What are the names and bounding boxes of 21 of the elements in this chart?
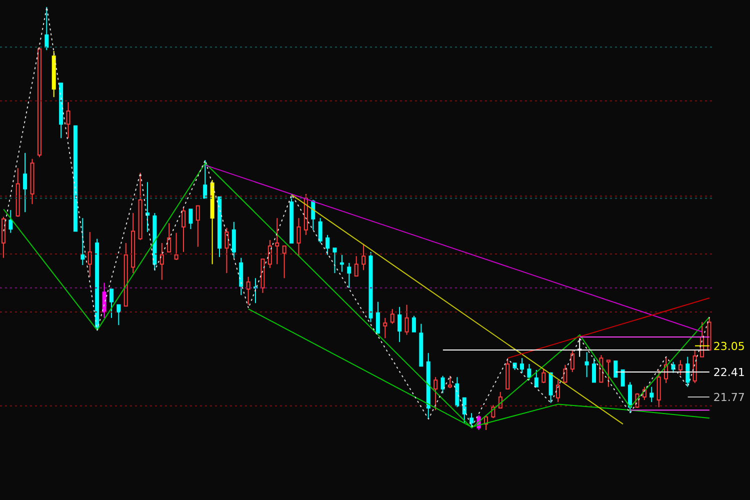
candlestick bbox=[80, 218, 85, 266]
series-label: 21.77 bbox=[713, 391, 745, 404]
candlestick bbox=[340, 254, 344, 272]
candlestick bbox=[275, 218, 280, 265]
candlestick bbox=[246, 276, 250, 306]
candlestick bbox=[296, 218, 301, 257]
candlestick bbox=[131, 212, 136, 274]
candlestick bbox=[426, 352, 430, 420]
series-label: 22.41 bbox=[713, 366, 745, 380]
candlestick bbox=[160, 242, 164, 280]
candlestick bbox=[398, 306, 402, 343]
candlestick bbox=[88, 232, 92, 278]
candlestick bbox=[383, 317, 388, 339]
series-label: 23.05 bbox=[713, 340, 745, 353]
candlestick bbox=[66, 102, 70, 139]
candlestick bbox=[23, 152, 28, 213]
candlestick bbox=[362, 243, 366, 271]
candlestick bbox=[584, 352, 589, 378]
candlestick bbox=[232, 221, 236, 258]
candlestick bbox=[268, 240, 272, 268]
candlestick bbox=[8, 210, 13, 234]
